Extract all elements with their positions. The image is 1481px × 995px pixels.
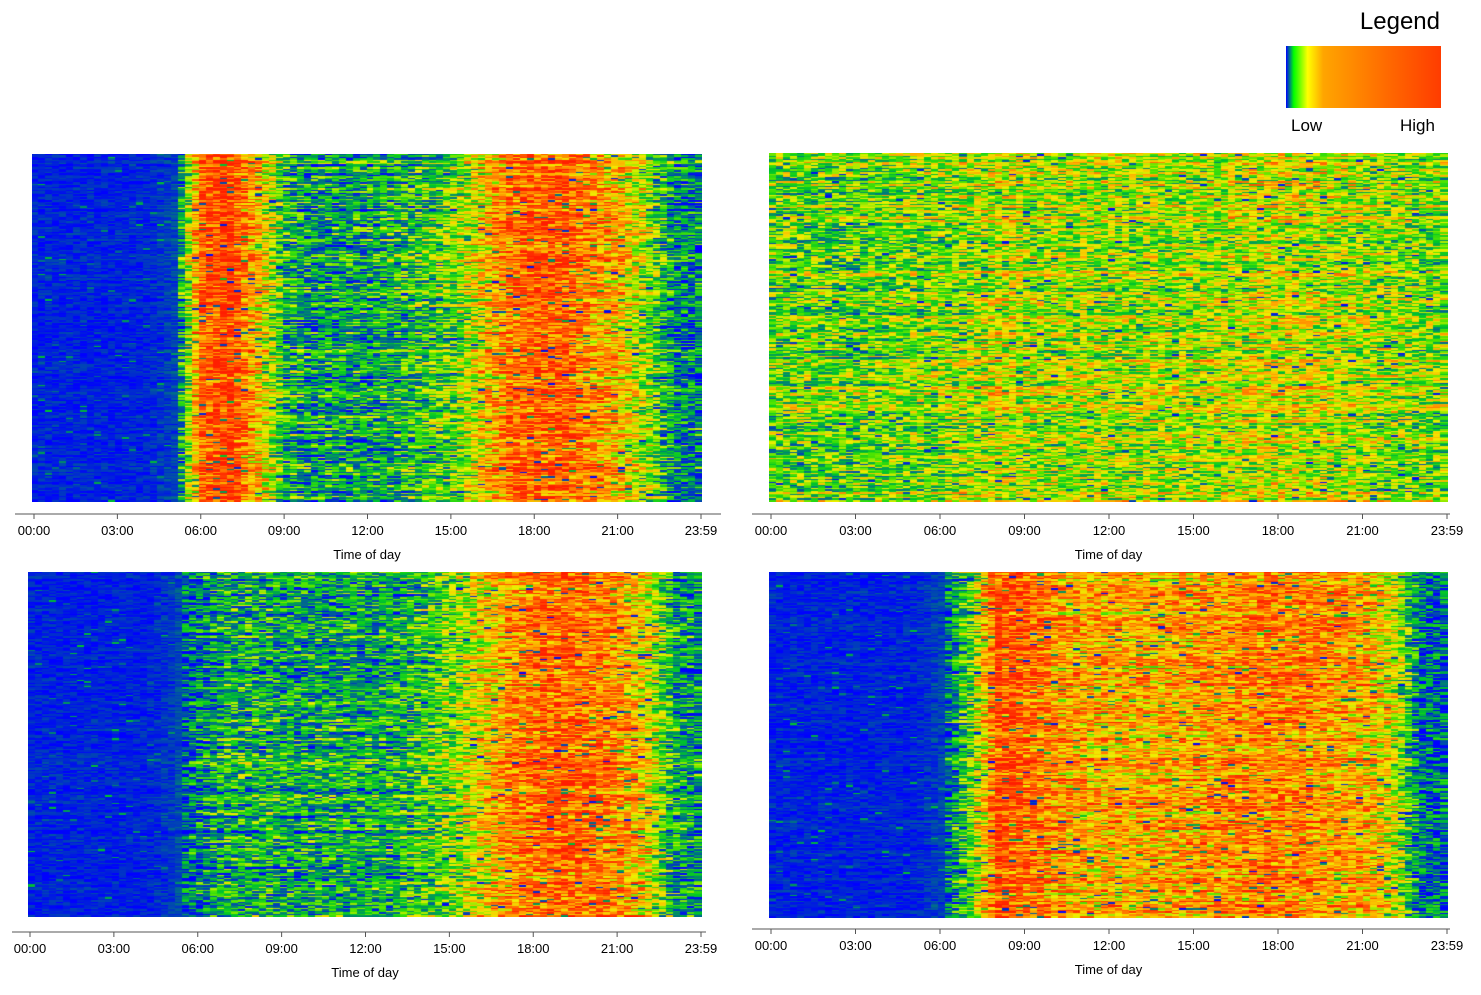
x-tick-label: 03:00 xyxy=(101,523,134,538)
x-tick-label: 18:00 xyxy=(518,523,551,538)
x-tick-label: 06:00 xyxy=(924,523,957,538)
x-tick-label: 15:00 xyxy=(1177,523,1210,538)
x-tick-label: 12:00 xyxy=(349,941,382,956)
x-tick-label: 12:00 xyxy=(351,523,384,538)
x-tick-label: 09:00 xyxy=(268,523,301,538)
x-tick-label: 06:00 xyxy=(184,523,217,538)
heatmap-cells xyxy=(769,572,1448,918)
x-tick-label: 21:00 xyxy=(601,523,634,538)
x-tick-label: 00:00 xyxy=(755,938,788,953)
x-tick-label: 21:00 xyxy=(1346,938,1379,953)
x-tick-label: 23:59 xyxy=(685,941,718,956)
x-tick-label: 21:00 xyxy=(601,941,634,956)
x-tick-label: 06:00 xyxy=(924,938,957,953)
x-tick-label: 21:00 xyxy=(1346,523,1379,538)
x-tick-label: 18:00 xyxy=(1262,938,1295,953)
legend-color-bar xyxy=(1286,46,1441,108)
x-axis-title: Time of day xyxy=(1075,962,1143,977)
x-tick-label: 15:00 xyxy=(433,941,466,956)
x-tick-label: 23:59 xyxy=(1431,523,1464,538)
x-tick-label: 23:59 xyxy=(1431,938,1464,953)
x-tick-label: 12:00 xyxy=(1093,938,1126,953)
x-tick-label: 15:00 xyxy=(1177,938,1210,953)
x-tick-label: 06:00 xyxy=(181,941,214,956)
x-tick-label: 00:00 xyxy=(18,523,51,538)
x-tick-label: 09:00 xyxy=(1008,938,1041,953)
x-tick-label: 23:59 xyxy=(685,523,718,538)
x-tick-label: 03:00 xyxy=(98,941,131,956)
x-tick-label: 18:00 xyxy=(1262,523,1295,538)
x-tick-label: 00:00 xyxy=(14,941,47,956)
x-tick-label: 03:00 xyxy=(839,523,872,538)
legend-high-label: High xyxy=(1400,116,1435,135)
x-axis-title: Time of day xyxy=(331,965,399,980)
heatmap-cells xyxy=(32,154,702,502)
x-tick-label: 12:00 xyxy=(1093,523,1126,538)
x-tick-label: 09:00 xyxy=(265,941,298,956)
x-axis-title: Time of day xyxy=(333,547,401,562)
heatmap-cells xyxy=(769,153,1448,502)
legend-low-label: Low xyxy=(1291,116,1323,135)
x-axis-title: Time of day xyxy=(1075,547,1143,562)
heatmap-cells xyxy=(28,572,702,917)
x-tick-label: 18:00 xyxy=(517,941,550,956)
x-tick-label: 00:00 xyxy=(755,523,788,538)
legend-title: Legend xyxy=(1359,8,1440,35)
x-tick-label: 09:00 xyxy=(1008,523,1041,538)
x-tick-label: 15:00 xyxy=(435,523,468,538)
x-tick-label: 03:00 xyxy=(839,938,872,953)
